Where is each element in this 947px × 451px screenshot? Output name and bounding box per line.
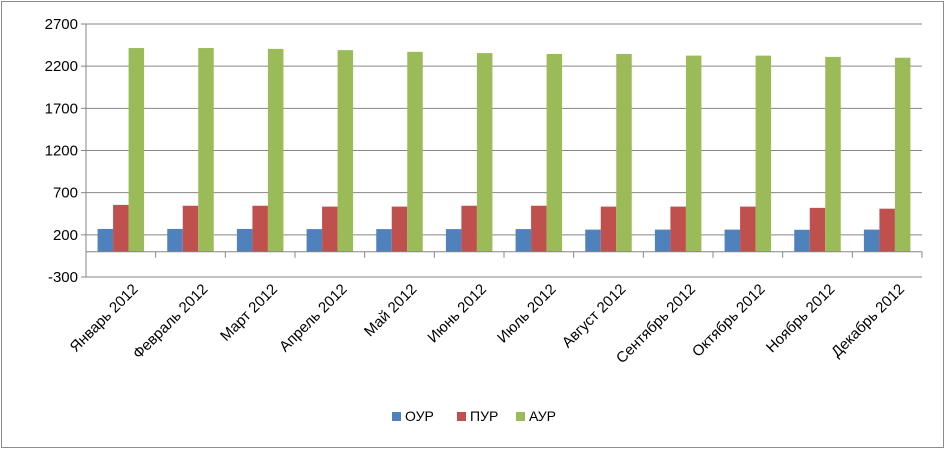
bar-ОУР-1 [167,228,183,252]
x-category-label: Январь 2012 [67,281,142,356]
bar-АУР-4 [407,51,423,252]
legend-swatch-АУР [516,412,525,421]
bar-ПУР-8 [670,206,686,252]
bar-ПУР-6 [531,205,547,252]
x-category-label: Июль 2012 [494,281,560,347]
bar-ОУР-2 [236,228,253,252]
x-category-label: Апрель 2012 [276,281,351,356]
bar-АУР-1 [198,48,214,252]
bar-ПУР-9 [740,206,756,252]
bar-АУР-0 [128,48,145,252]
x-category-label: Декабрь 2012 [828,281,908,361]
y-tick-label: 1700 [45,100,78,117]
bar-АУР-7 [616,53,632,252]
x-category-label: Ноябрь 2012 [763,281,838,356]
bar-АУР-5 [476,53,493,252]
bar-ОУР-0 [97,228,114,252]
legend-label-АУР: АУР [529,408,556,424]
x-category-label: Октябрь 2012 [689,281,769,361]
bar-ОУР-11 [863,229,880,252]
bar-ПУР-11 [879,208,895,252]
x-category-label: Март 2012 [217,281,281,345]
legend-swatch-ОУР [392,412,401,421]
y-tick-label: 1200 [45,143,78,160]
y-tick-label: 2200 [45,58,78,75]
legend-label-ПУР: ПУР [470,408,498,424]
bar-ПУР-7 [600,206,617,252]
y-tick-label: 2700 [45,16,78,33]
bar-ПУР-4 [391,206,408,252]
x-category-label: Июнь 2012 [424,281,490,347]
bar-ОУР-7 [585,229,601,252]
bar-ПУР-2 [252,205,268,252]
bar-ПУР-5 [461,205,477,252]
y-tick-label: 700 [53,185,78,202]
bar-АУР-11 [894,57,911,252]
bar-ОУР-6 [515,229,532,252]
bar-АУР-6 [546,53,563,252]
y-tick-label: -300 [48,269,78,286]
bar-ПУР-0 [113,204,129,252]
bar-АУР-10 [825,56,841,252]
bar-ОУР-4 [376,229,392,252]
bar-ОУР-10 [794,229,810,252]
x-category-label: Май 2012 [361,281,420,340]
bar-АУР-2 [267,48,284,252]
bar-ПУР-1 [182,205,199,252]
bar-ОУР-9 [724,229,741,252]
bar-ПУР-10 [809,207,826,252]
y-tick-label: 200 [53,227,78,244]
bar-ПУР-3 [322,206,338,252]
bar-АУР-3 [337,50,354,252]
bar-ОУР-8 [654,229,671,252]
x-category-label: Август 2012 [559,281,629,351]
bar-АУР-9 [755,55,772,252]
legend-label-ОУР: ОУР [405,408,434,424]
x-category-label: Февраль 2012 [130,281,212,363]
bar-ОУР-5 [445,229,462,252]
legend-swatch-ПУР [457,412,466,421]
bar-ОУР-3 [306,229,323,252]
bar-АУР-8 [685,55,702,252]
